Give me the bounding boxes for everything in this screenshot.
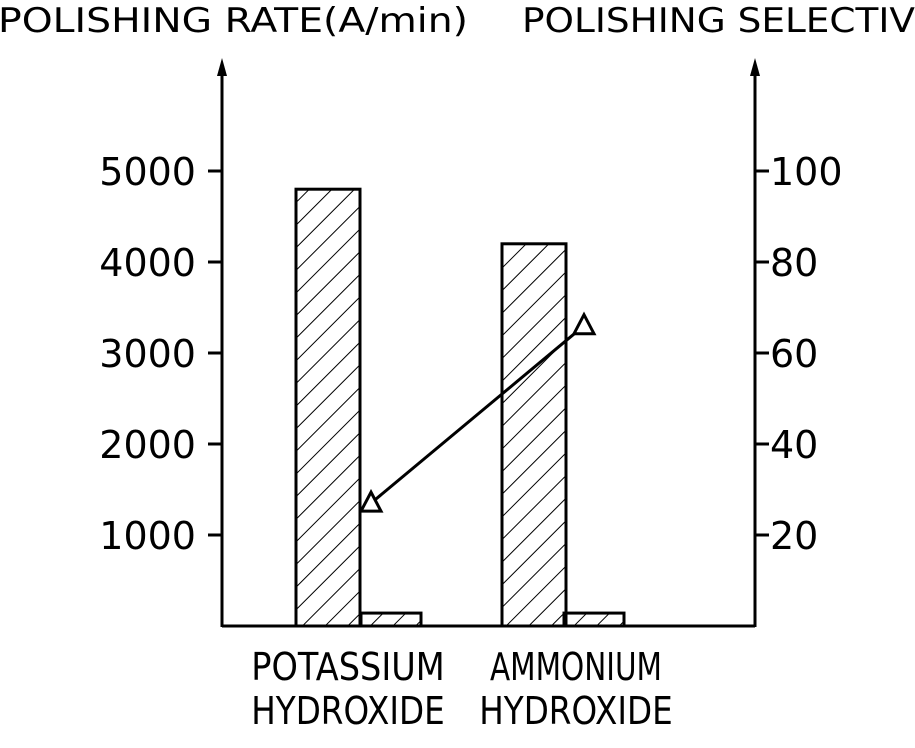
bar-tall-2	[502, 244, 566, 626]
y2-tick-label: 100	[770, 150, 843, 194]
y2-tick-label: 20	[770, 514, 818, 558]
y2-axis-title: POLISHING SELECTIV	[522, 1, 915, 41]
category-label-line: HYDROXIDE	[251, 689, 445, 733]
bar-tall-1	[296, 189, 360, 626]
y-tick-label: 1000	[99, 514, 196, 558]
y-tick-label: 3000	[99, 332, 196, 376]
y-tick-label: 2000	[99, 423, 196, 467]
y-axis-title: POLISHING RATE(A/min)	[0, 1, 468, 41]
bar-short-1	[361, 613, 421, 626]
bar-short-2	[564, 613, 624, 626]
category-label-line: POTASSIUM	[251, 645, 445, 689]
y-tick-label: 4000	[99, 241, 196, 285]
y-axis-arrow	[217, 58, 227, 76]
y2-tick-label: 40	[770, 423, 818, 467]
selectivity-marker-1	[361, 492, 381, 511]
category-label-line: AMMONIUM	[490, 645, 662, 689]
y2-tick-label: 80	[770, 241, 818, 285]
y-tick-label: 5000	[99, 150, 196, 194]
selectivity-marker-2	[574, 315, 594, 334]
category-label-line: HYDROXIDE	[479, 689, 673, 733]
y2-tick-label: 60	[770, 332, 818, 376]
y2-axis-arrow	[750, 58, 760, 76]
